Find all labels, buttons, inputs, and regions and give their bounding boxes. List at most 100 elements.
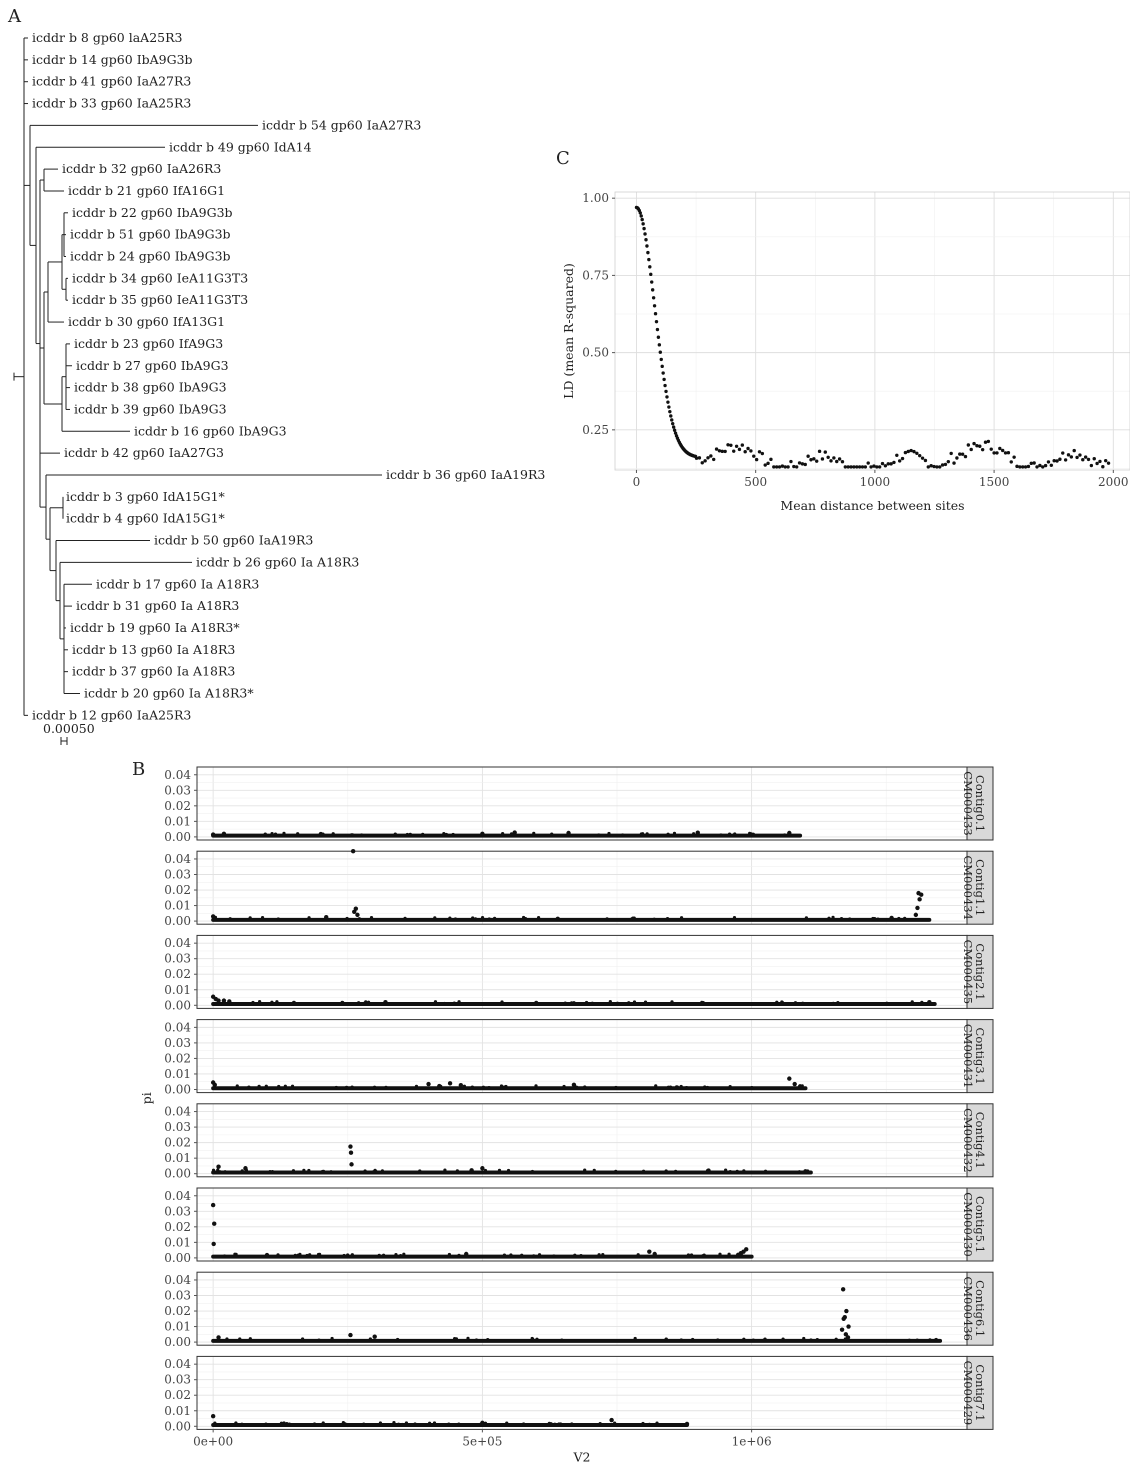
- pi-y-tick-label: 0.00: [164, 914, 191, 928]
- ld-point: [1058, 457, 1062, 461]
- ld-point: [794, 465, 799, 469]
- ld-point: [1015, 464, 1019, 469]
- tree-tip-label: icddr b 3 gp60 IdA15G1*: [66, 489, 226, 504]
- pi-y-tick-label: 0.02: [164, 1136, 191, 1150]
- ld-point: [1092, 457, 1096, 461]
- pi-y-tick-label: 0.00: [164, 1082, 191, 1096]
- contig-facet: 0.00 0.010.02 0.030.04 Contig0.1CM000433: [164, 766, 994, 844]
- ld-plot-background: [615, 192, 1130, 470]
- ld-point: [1075, 455, 1079, 460]
- pi-point: [571, 1082, 577, 1088]
- ld-point: [1078, 453, 1082, 457]
- pi-point: [464, 1251, 469, 1257]
- pi-point: [913, 912, 919, 918]
- ld-point: [1006, 451, 1011, 455]
- ld-point: [643, 232, 647, 236]
- ld-point: [669, 414, 673, 418]
- ld-point: [903, 450, 908, 455]
- ld-point: [860, 465, 865, 469]
- ld-point: [664, 389, 668, 394]
- ld-point: [714, 447, 719, 451]
- ld-point: [1061, 451, 1065, 455]
- ld-point: [823, 450, 827, 454]
- pi-point: [846, 1324, 851, 1329]
- pi-point: [652, 1251, 657, 1257]
- pi-point: [227, 999, 232, 1004]
- contig-facet: 0.00 0.010.02 0.030.04 Contig5.1CM000430: [164, 1187, 994, 1265]
- pi-y-tick-label: 0.00: [164, 830, 191, 844]
- tree-tip-label: icddr b 17 gp60 Ia A18R3: [96, 576, 259, 591]
- ld-point: [969, 447, 973, 452]
- ld-point: [960, 452, 965, 456]
- pi-point: [458, 1082, 464, 1088]
- ld-point: [654, 319, 659, 324]
- ld-x-tick-label: 1500: [979, 475, 1010, 489]
- pi-point: [355, 912, 360, 918]
- ld-point: [749, 449, 753, 453]
- ld-x-tick-label: 2000: [1098, 475, 1129, 489]
- pi-x-axis-title: V2: [573, 1449, 591, 1464]
- pi-point: [324, 915, 329, 920]
- pi-point: [787, 830, 792, 836]
- ld-point: [729, 443, 733, 447]
- ld-point: [777, 465, 782, 469]
- facet-strip: [966, 934, 994, 1009]
- pi-y-tick-label: 0.02: [164, 883, 191, 897]
- ld-point: [949, 451, 953, 456]
- pi-point: [264, 1252, 270, 1258]
- tree-tip-label: icddr b 24 gp60 IbA9G3b: [70, 249, 231, 264]
- pi-y-tick-label: 0.00: [164, 1251, 191, 1265]
- ld-point: [880, 461, 885, 466]
- facet-strip: [966, 1103, 994, 1178]
- ld-point: [661, 371, 665, 375]
- pi-point: [383, 999, 388, 1005]
- pi-point: [216, 1164, 221, 1169]
- tree-tip-label: icddr b 41 gp60 IaA27R3: [32, 74, 191, 89]
- ld-point: [1003, 451, 1008, 455]
- ld-point: [651, 296, 656, 300]
- ld-point: [672, 428, 677, 432]
- pi-point: [480, 831, 485, 836]
- ld-point: [849, 465, 853, 469]
- panel-b: B 0.000.010.020.030.04Contig0.1CM0004330…: [132, 759, 994, 1464]
- ld-point: [656, 335, 661, 339]
- tree-scale-bar: 0.00050: [43, 721, 95, 745]
- ld-point: [875, 465, 879, 469]
- facet-strip-label: Contig4.1CM000432: [961, 1108, 987, 1172]
- panel-a: A icddr b 8 gp60 laA25R3 icddr b 14 gp60 …: [7, 6, 545, 745]
- pi-y-tick-label: 0.00: [164, 998, 191, 1012]
- ld-point: [746, 446, 750, 451]
- pi-y-tick-label: 0.01: [164, 814, 191, 828]
- ld-point: [897, 459, 902, 463]
- ld-point: [1083, 455, 1088, 459]
- ld-point: [665, 395, 669, 399]
- pi-point: [221, 831, 227, 836]
- ld-point: [740, 443, 745, 447]
- pi-y-tick-label: 0.04: [164, 1357, 191, 1371]
- ld-point: [986, 439, 991, 444]
- pi-x-tick-label: 0e+00: [193, 1434, 233, 1448]
- pi-point: [216, 1335, 221, 1340]
- ld-point: [706, 456, 710, 460]
- tree-tip-label: icddr b 49 gp60 IdA14: [169, 139, 312, 154]
- ld-point: [906, 449, 910, 454]
- pi-point: [840, 1287, 846, 1292]
- ld-point: [877, 465, 882, 469]
- facet-strip-label: Contig7.1CM000429: [961, 1361, 987, 1425]
- ld-point: [889, 462, 893, 466]
- ld-point: [832, 456, 836, 460]
- pi-point: [706, 1168, 711, 1173]
- pi-point: [845, 1335, 851, 1340]
- ld-point: [774, 465, 779, 469]
- pi-point: [915, 905, 920, 911]
- ld-point: [975, 443, 979, 448]
- pi-point: [210, 832, 216, 837]
- tree-tip-label: icddr b 33 gp60 IaA25R3: [32, 96, 191, 111]
- panel-label-c: C: [556, 148, 570, 169]
- pi-y-tick-label: 0.04: [164, 852, 191, 866]
- ld-point: [920, 456, 925, 460]
- ld-point: [1023, 465, 1028, 469]
- pi-y-tick-label: 0.03: [164, 1204, 191, 1218]
- pi-point: [797, 1084, 803, 1089]
- ld-point: [892, 460, 896, 465]
